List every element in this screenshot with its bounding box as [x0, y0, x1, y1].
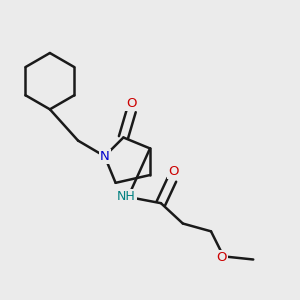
Text: N: N — [100, 150, 110, 163]
Text: O: O — [126, 97, 136, 110]
Text: NH: NH — [117, 190, 136, 203]
Text: O: O — [168, 165, 179, 178]
Text: O: O — [217, 251, 227, 264]
